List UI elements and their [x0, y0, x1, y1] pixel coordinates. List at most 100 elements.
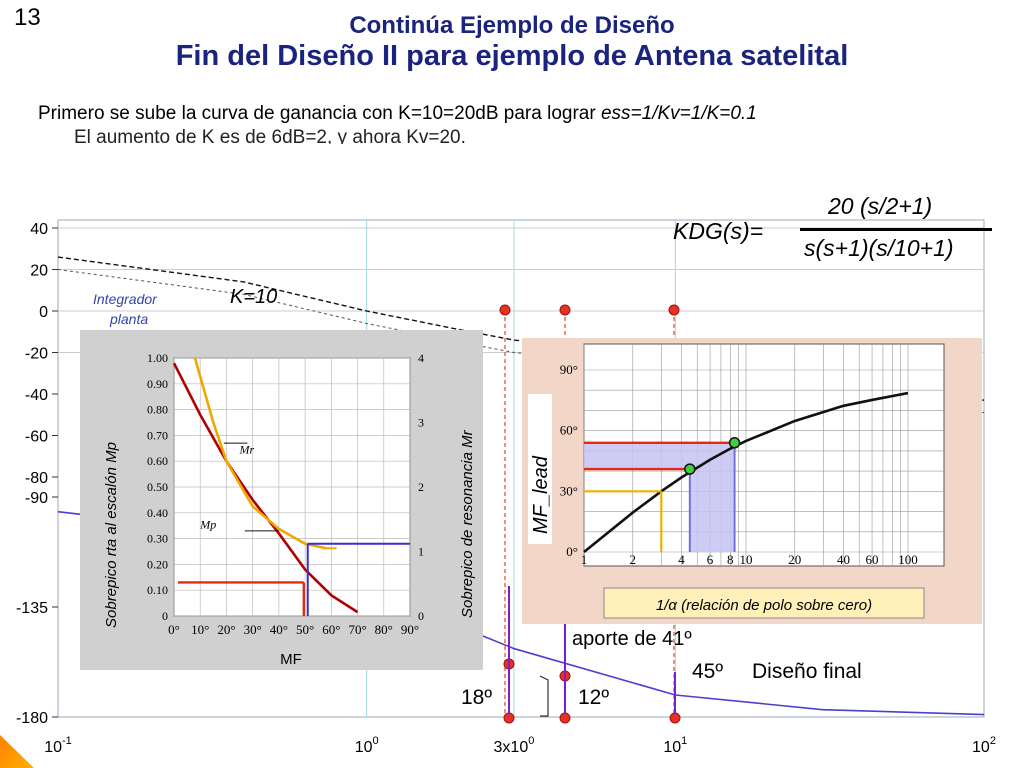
lead-y-tick: 30° — [560, 483, 578, 498]
mp-x-tick: 40° — [270, 622, 288, 637]
lead-x-tick: 100 — [898, 552, 918, 567]
lead-point-41 — [684, 463, 696, 475]
formula-numerator: 20 (s/2+1) — [828, 193, 933, 219]
mp-mr-grid — [173, 357, 411, 617]
mp-y-tick: 0.10 — [147, 583, 168, 597]
label-angle-12: 12º — [578, 686, 610, 709]
label-design-final: Diseño final — [752, 660, 862, 683]
bode-x-tick: 10-1 — [44, 735, 72, 756]
body-line-2: El aumento de K es de 6dB=2, y ahora Kv=… — [74, 127, 466, 144]
lead-x-tick: 2 — [630, 552, 637, 567]
bode-x-tick-exponent: 1 — [681, 735, 687, 747]
mp-y-tick: 0.20 — [147, 557, 168, 571]
mp-y-tick: 0.60 — [147, 454, 168, 468]
bode-x-tick: 100 — [355, 735, 379, 756]
mp-curve-label: Mp — [199, 517, 216, 531]
lead-shaded-region — [584, 442, 735, 552]
formula-denominator: s(s+1)(s/10+1) — [804, 235, 954, 261]
formula-fraction-bar — [800, 228, 992, 231]
bode-x-tick-exponent: -1 — [62, 735, 72, 747]
lead-curves — [583, 391, 909, 554]
mp-y-tick: 0.40 — [147, 506, 168, 520]
bode-magnitude-line — [57, 256, 985, 401]
bode-mag-tick: -80 — [25, 470, 48, 487]
label-k10: K=10 — [230, 286, 278, 308]
lead-x-tick: 60 — [866, 552, 879, 567]
lead-x-tick: 6 — [707, 552, 714, 567]
bode-x-tick-exponent: 2 — [990, 735, 996, 747]
bode-mag-tick: 0 — [39, 304, 48, 321]
bode-phase-tick: -90 — [25, 490, 48, 507]
design-marker-top-2 — [668, 304, 680, 316]
lead-xlabel: 1/α (relación de polo sobre cero) — [656, 597, 872, 614]
lead-point-54 — [728, 437, 741, 449]
lead-y-tick: 90° — [560, 362, 578, 377]
mp-axis-label: Sobrepico rta al escalón Mp — [103, 442, 120, 628]
mp-x-tick: 10° — [191, 622, 209, 637]
design-marker-0 — [503, 712, 515, 724]
label-planta: planta — [110, 311, 149, 327]
mp-x-tick: 0° — [168, 622, 180, 637]
lead-x-tick: 10 — [740, 552, 753, 567]
formula-lhs: KDG(s)= — [673, 218, 764, 244]
bode-x-tick: 102 — [972, 735, 996, 756]
lead-tick-labels: 90° 60° 30° 0°1 2 4 6 8 10 20 40 60 100 — [560, 362, 918, 567]
bode-mag-tick: -60 — [25, 429, 48, 446]
design-marker-1 — [559, 712, 571, 724]
mp-mr-panel: Mr Mp 1.00 0.90 0.80 0.70 0.60 0.50 0.40 0.30 0.2… — [80, 330, 483, 670]
slide-subtitle: Fin del Diseño II para ejemplo de Antena… — [175, 40, 849, 72]
mp-x-tick: 50° — [296, 622, 314, 637]
lead-x-tick: 4 — [678, 552, 685, 567]
lead-y-tick: 60° — [560, 423, 578, 438]
mp-mr-curves: Mr Mp — [172, 357, 410, 616]
mp-x-tick: 90° — [401, 622, 419, 637]
mp-x-tick: 80° — [375, 622, 393, 637]
body-line-1-formula: ess=1/Kv=1/K=0.1 — [600, 103, 757, 124]
mf-axis-label: MF — [280, 651, 302, 668]
label-integrador: Integrador — [93, 291, 157, 307]
mr-curve-label: Mr — [239, 442, 255, 456]
lead-panel: 90° 60° 30° 0°1 2 4 6 8 10 20 40 60 100 MF_lead 1/α … — [522, 338, 982, 624]
lead-curve — [583, 391, 909, 554]
mp-y-tick: 0 — [162, 609, 168, 623]
mp-x-tick: 30° — [244, 622, 262, 637]
slide-number: 13 — [14, 4, 41, 31]
mr-y-tick: 3 — [418, 416, 424, 430]
mp-y-tick: 0.70 — [147, 428, 168, 442]
design-marker-top-0 — [499, 304, 511, 316]
slide-title: Continúa Ejemplo de Diseño — [349, 12, 675, 39]
mp-y-tick: 1.00 — [147, 351, 168, 365]
bode-phase-tick: -135 — [16, 600, 48, 617]
bode-phase-tick: -180 — [16, 710, 48, 727]
corner-decoration — [0, 735, 34, 768]
lead-x-tick: 1 — [581, 552, 588, 567]
lead-x-tick: 8 — [727, 552, 734, 567]
mp-y-tick: 0.80 — [147, 403, 168, 417]
mp-y-tick: 0.30 — [147, 532, 168, 546]
mp-mr-tick-labels: 1.00 0.90 0.80 0.70 0.60 0.50 0.40 0.30 0.20 0.10… — [147, 351, 424, 637]
mp-x-tick: 20° — [217, 622, 235, 637]
bode-x-tick: 101 — [663, 735, 687, 756]
lead-axis-label: MF_lead — [530, 455, 552, 534]
label-angle-18: 18º — [461, 686, 493, 709]
body-line-1-text: Primero se sube la curva de ganancia con… — [38, 103, 601, 124]
bode-mag-tick: 40 — [30, 221, 48, 238]
mp-x-tick: 60° — [322, 622, 340, 637]
mr-y-tick: 0 — [418, 609, 424, 623]
label-design-angle: 45º — [692, 660, 724, 683]
design-brace — [539, 675, 549, 717]
mr-y-tick: 4 — [418, 351, 424, 365]
lead-x-tick: 20 — [788, 552, 801, 567]
lead-xlabel-box — [603, 587, 925, 619]
lead-axis-label-box — [528, 394, 552, 544]
bode-x-tick-exponent: 0 — [373, 735, 379, 747]
mp-x-tick: 70° — [348, 622, 366, 637]
lead-x-tick: 40 — [837, 552, 850, 567]
mr-curve — [193, 357, 327, 550]
bode-x-tick-exponent: 0 — [528, 735, 534, 747]
mr-y-tick: 1 — [418, 545, 424, 559]
bode-mag-tick: -20 — [25, 346, 48, 363]
mr-y-tick: 2 — [418, 480, 424, 494]
design-marker-2 — [669, 712, 681, 724]
mr-axis-label: Sobrepico de resonancia Mr — [459, 429, 476, 618]
